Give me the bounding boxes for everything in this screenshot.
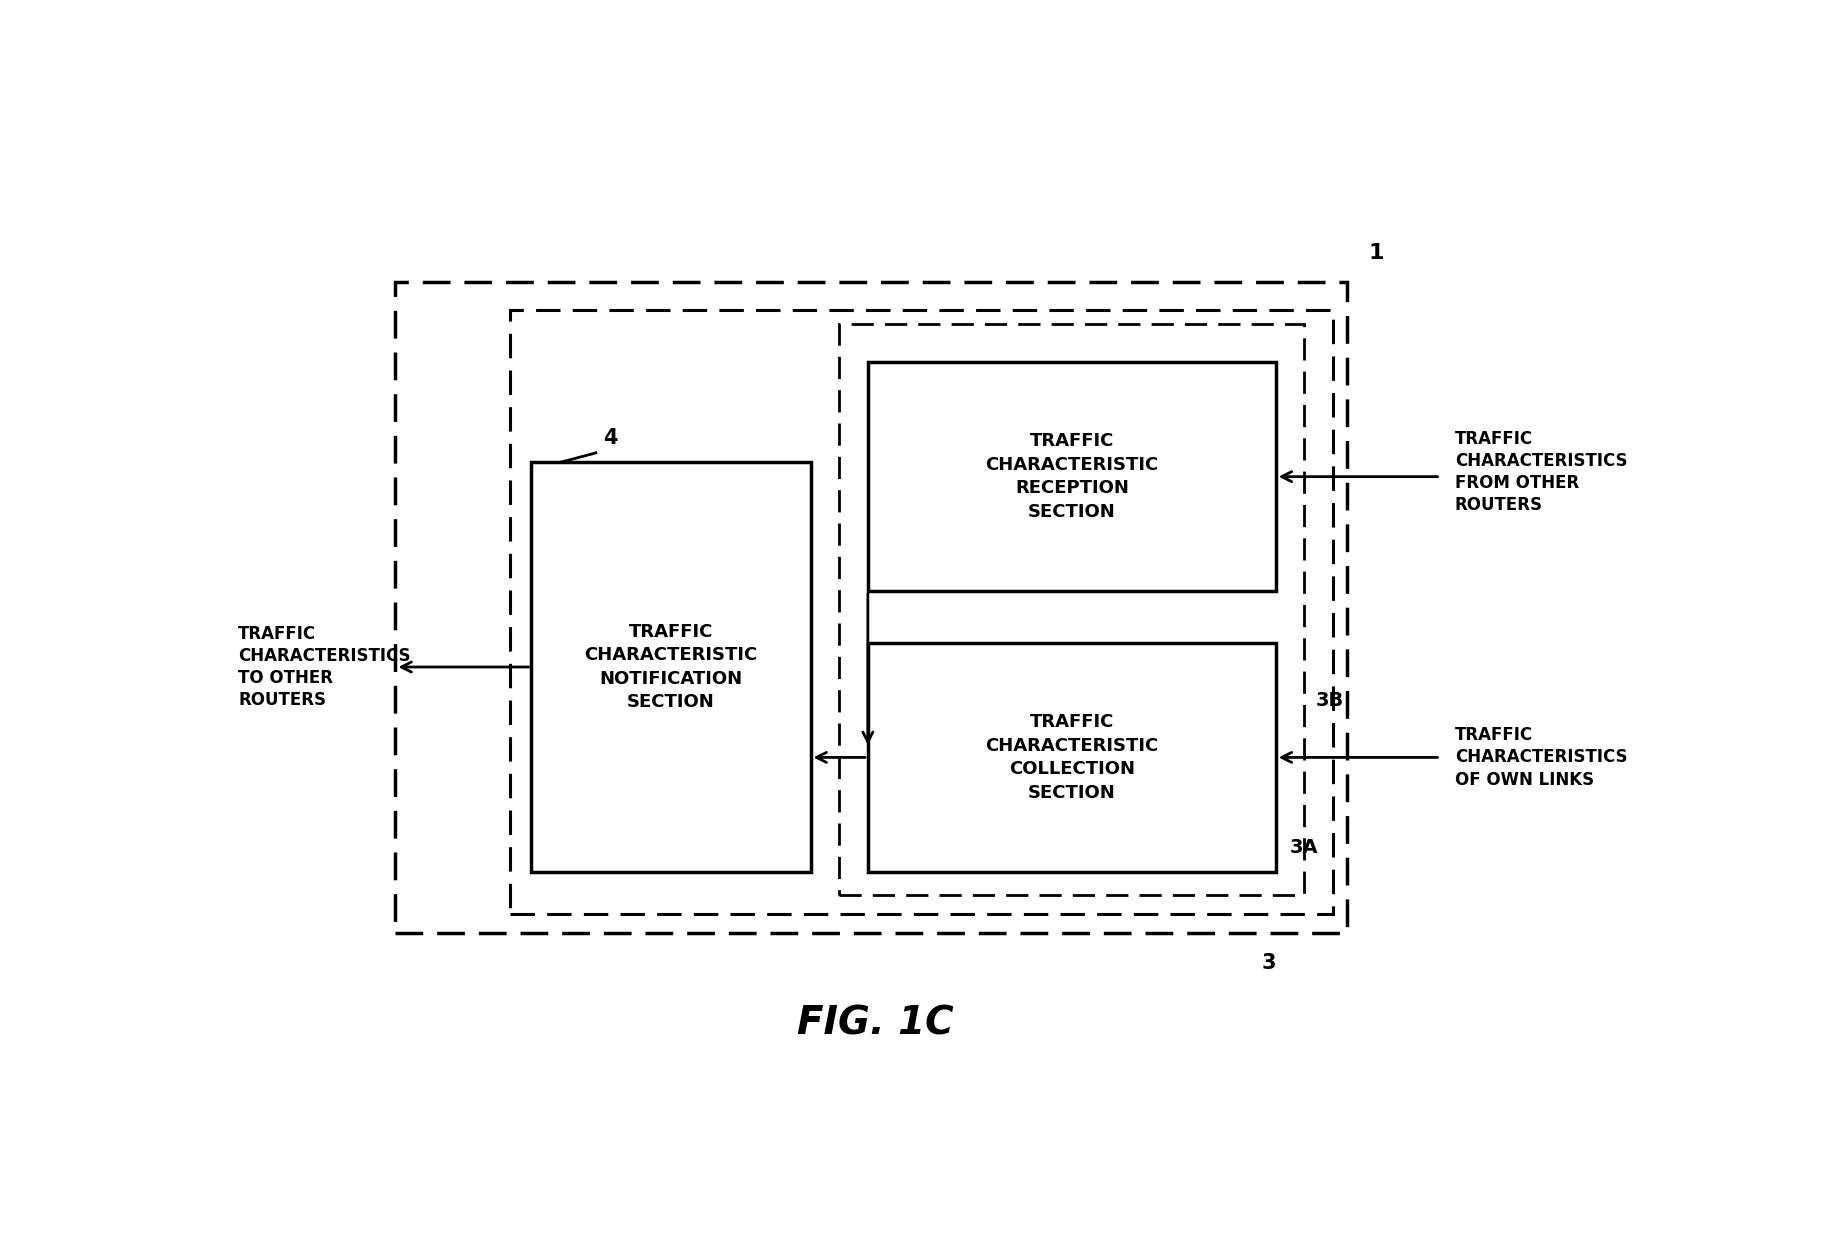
Text: 3: 3 — [1262, 953, 1276, 973]
Text: 1: 1 — [1369, 242, 1385, 262]
Text: FIG. 1C: FIG. 1C — [796, 1005, 953, 1043]
Text: 4: 4 — [602, 428, 617, 449]
Text: TRAFFIC
CHARACTERISTIC
RECEPTION
SECTION: TRAFFIC CHARACTERISTIC RECEPTION SECTION — [984, 433, 1158, 522]
Text: 3A: 3A — [1289, 838, 1319, 858]
Bar — [868, 643, 1276, 871]
Text: TRAFFIC
CHARACTERISTICS
OF OWN LINKS: TRAFFIC CHARACTERISTICS OF OWN LINKS — [1455, 727, 1627, 789]
Bar — [532, 462, 811, 871]
Bar — [868, 362, 1276, 591]
Text: TRAFFIC
CHARACTERISTICS
FROM OTHER
ROUTERS: TRAFFIC CHARACTERISTICS FROM OTHER ROUTE… — [1455, 430, 1627, 514]
Text: TRAFFIC
CHARACTERISTIC
COLLECTION
SECTION: TRAFFIC CHARACTERISTIC COLLECTION SECTIO… — [984, 713, 1158, 802]
Bar — [510, 310, 1334, 915]
Bar — [839, 324, 1304, 895]
Bar — [395, 282, 1348, 933]
Text: TRAFFIC
CHARACTERISTIC
NOTIFICATION
SECTION: TRAFFIC CHARACTERISTIC NOTIFICATION SECT… — [584, 623, 757, 712]
Text: TRAFFIC
CHARACTERISTICS
TO OTHER
ROUTERS: TRAFFIC CHARACTERISTICS TO OTHER ROUTERS — [238, 624, 410, 709]
Text: 3B: 3B — [1315, 691, 1345, 709]
